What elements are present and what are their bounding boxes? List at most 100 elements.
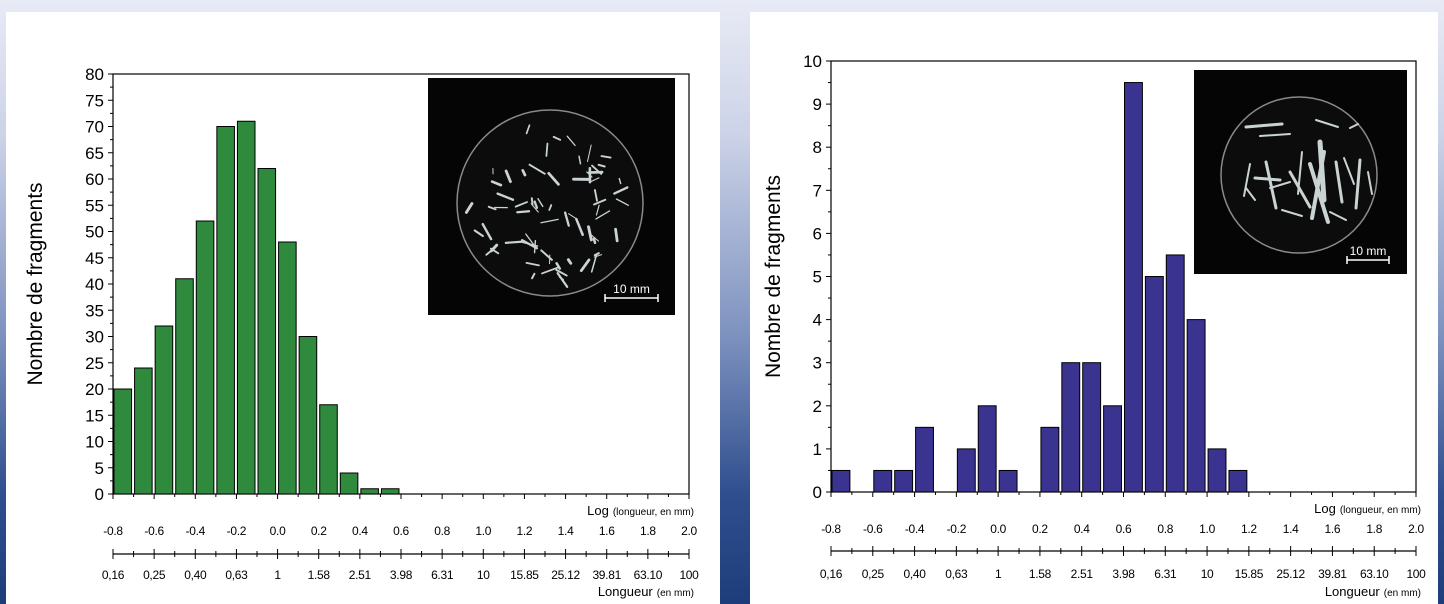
log-tick-label: 0.8	[434, 524, 450, 538]
bar	[1082, 362, 1102, 493]
y-tick-label: 0	[813, 483, 822, 502]
bar	[873, 469, 893, 493]
length-tick-label: 1	[995, 567, 1002, 581]
bar	[339, 472, 359, 495]
bar	[134, 367, 153, 495]
fragment	[613, 186, 629, 195]
bar	[298, 336, 318, 495]
length-tick-label: 25.12	[1276, 567, 1305, 581]
log-tick-label: 0.4	[1074, 522, 1090, 536]
bar	[1061, 362, 1081, 493]
log-tick-label: 0.0	[270, 524, 286, 538]
log-tick-label: 0.2	[1032, 522, 1048, 536]
bar	[113, 388, 133, 495]
length-tick-label: 6.31	[1154, 567, 1177, 581]
bar	[195, 220, 215, 495]
fragment	[600, 155, 612, 159]
length-tick-label: 0,40	[903, 567, 926, 581]
fragment	[1297, 151, 1303, 195]
y-tick-label: 30	[85, 328, 104, 347]
y-tick-label: 2	[813, 397, 822, 416]
petri-dish	[456, 109, 644, 297]
length-tick-label: 15.85	[1235, 567, 1264, 581]
fragment	[593, 252, 600, 257]
fragment	[525, 124, 531, 135]
log-tick-label: 1.6	[599, 524, 615, 538]
fragment	[489, 247, 500, 255]
bar	[1124, 82, 1143, 493]
length-tick-label: 0,16	[102, 568, 125, 582]
length-tick-label: 3.98	[390, 568, 413, 582]
log-axis-unit: (longueur, en mm)	[1340, 505, 1421, 516]
y-axis-title: Nombre de fragments	[762, 175, 785, 378]
fragment	[1264, 160, 1278, 210]
log-axis-unit: (longueur, en mm)	[613, 507, 694, 518]
y-tick-label: 10	[803, 52, 822, 71]
length-tick-label: 0,16	[820, 567, 843, 581]
y-tick-label: 6	[813, 224, 822, 243]
bar	[998, 469, 1018, 493]
fragment	[516, 210, 531, 214]
fragment	[566, 135, 576, 147]
y-tick-label: 70	[85, 118, 104, 137]
bar	[257, 168, 277, 495]
log-tick-label: 1.4	[1283, 522, 1299, 536]
length-tick-label: 1.58	[308, 568, 331, 582]
fragment	[1329, 211, 1347, 221]
y-tick-label: 10	[85, 433, 104, 452]
bar	[216, 126, 235, 495]
y-tick-label: 80	[85, 65, 104, 84]
fragment	[597, 163, 606, 168]
fragment	[575, 217, 584, 236]
length-tick-label: 0,25	[862, 567, 885, 581]
bar	[278, 241, 297, 495]
log-tick-label: 0.6	[393, 524, 409, 538]
y-tick-label: 0	[95, 485, 104, 504]
log-tick-label: 0.4	[352, 524, 368, 538]
bar	[360, 488, 379, 495]
fragment	[533, 200, 539, 209]
fragment	[587, 225, 593, 242]
length-tick-label: 10	[1201, 567, 1214, 581]
length-tick-label: 63.10	[1360, 567, 1389, 581]
fragment	[1367, 171, 1373, 195]
fragment	[563, 211, 570, 227]
fragment	[552, 135, 562, 141]
length-tick-label: 0,25	[143, 568, 166, 582]
fragment	[541, 266, 560, 275]
bar	[1228, 469, 1248, 493]
fragment	[593, 198, 607, 206]
fragment	[1269, 181, 1291, 189]
fragment	[525, 233, 536, 247]
y-tick-label: 40	[85, 275, 104, 294]
fragment	[595, 210, 611, 220]
log-tick-label: 0.2	[311, 524, 327, 538]
y-tick-label: 20	[85, 380, 104, 399]
log-tick-label: -0.6	[863, 522, 883, 536]
length-tick-label: 100	[1406, 567, 1426, 581]
fragment	[618, 177, 622, 185]
bar	[915, 426, 934, 493]
y-tick-label: 55	[85, 196, 104, 215]
fragment	[586, 171, 593, 178]
length-tick-label: 2.51	[349, 568, 372, 582]
y-tick-label: 45	[85, 249, 104, 268]
fragment	[615, 198, 630, 206]
y-axis-title: Nombre de fragments	[24, 182, 47, 385]
log-tick-label: 2.0	[681, 524, 697, 538]
y-tick-label: 9	[813, 95, 822, 114]
log-tick-label: -0.4	[186, 524, 206, 538]
inset-photo: 10 mm	[1194, 70, 1407, 274]
fragment	[525, 261, 540, 267]
fragment	[1281, 209, 1303, 217]
fragment	[521, 169, 527, 177]
y-tick-label: 65	[85, 144, 104, 163]
log-axis-label: Log	[1314, 501, 1336, 516]
fragment	[1259, 133, 1291, 137]
bar	[1103, 405, 1123, 493]
right-histogram: 0 1 2 3 4 5 6 7 8 9 10 Nombre de fragments Log (longu…	[762, 52, 1426, 599]
y-tick-label: 75	[85, 91, 104, 110]
fragment	[555, 268, 568, 277]
fragment	[1354, 158, 1362, 210]
bar	[956, 448, 976, 493]
